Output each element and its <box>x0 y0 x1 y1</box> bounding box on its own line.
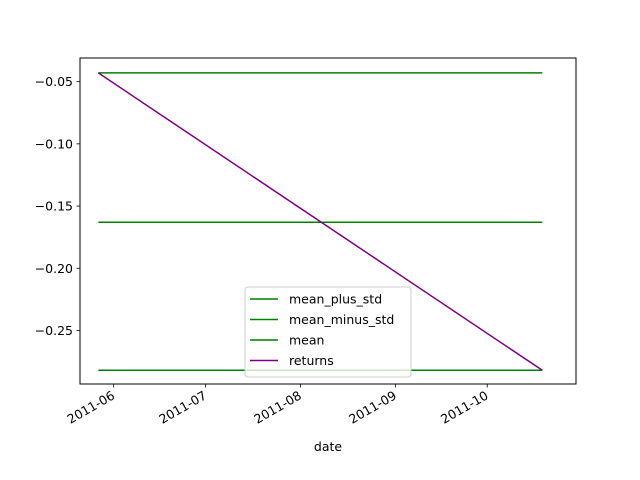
legend-box <box>244 286 412 378</box>
legend-label: returns <box>289 353 334 368</box>
y-tick-label: −0.10 <box>35 136 73 151</box>
y-axis: −0.25 −0.20 −0.15 −0.10 −0.05 <box>35 74 80 338</box>
y-tick-label: −0.15 <box>35 199 73 214</box>
legend-label: mean_plus_std <box>289 292 382 307</box>
y-tick-label: −0.20 <box>35 261 73 276</box>
series-line-returns <box>97 72 543 371</box>
legend-label: mean_minus_std <box>289 312 394 327</box>
plot-frame <box>79 57 577 385</box>
y-tick-label: −0.25 <box>35 323 73 338</box>
y-tick-label: −0.05 <box>35 74 73 89</box>
legend-label: mean <box>289 333 324 348</box>
x-axis-label: date <box>314 439 342 454</box>
